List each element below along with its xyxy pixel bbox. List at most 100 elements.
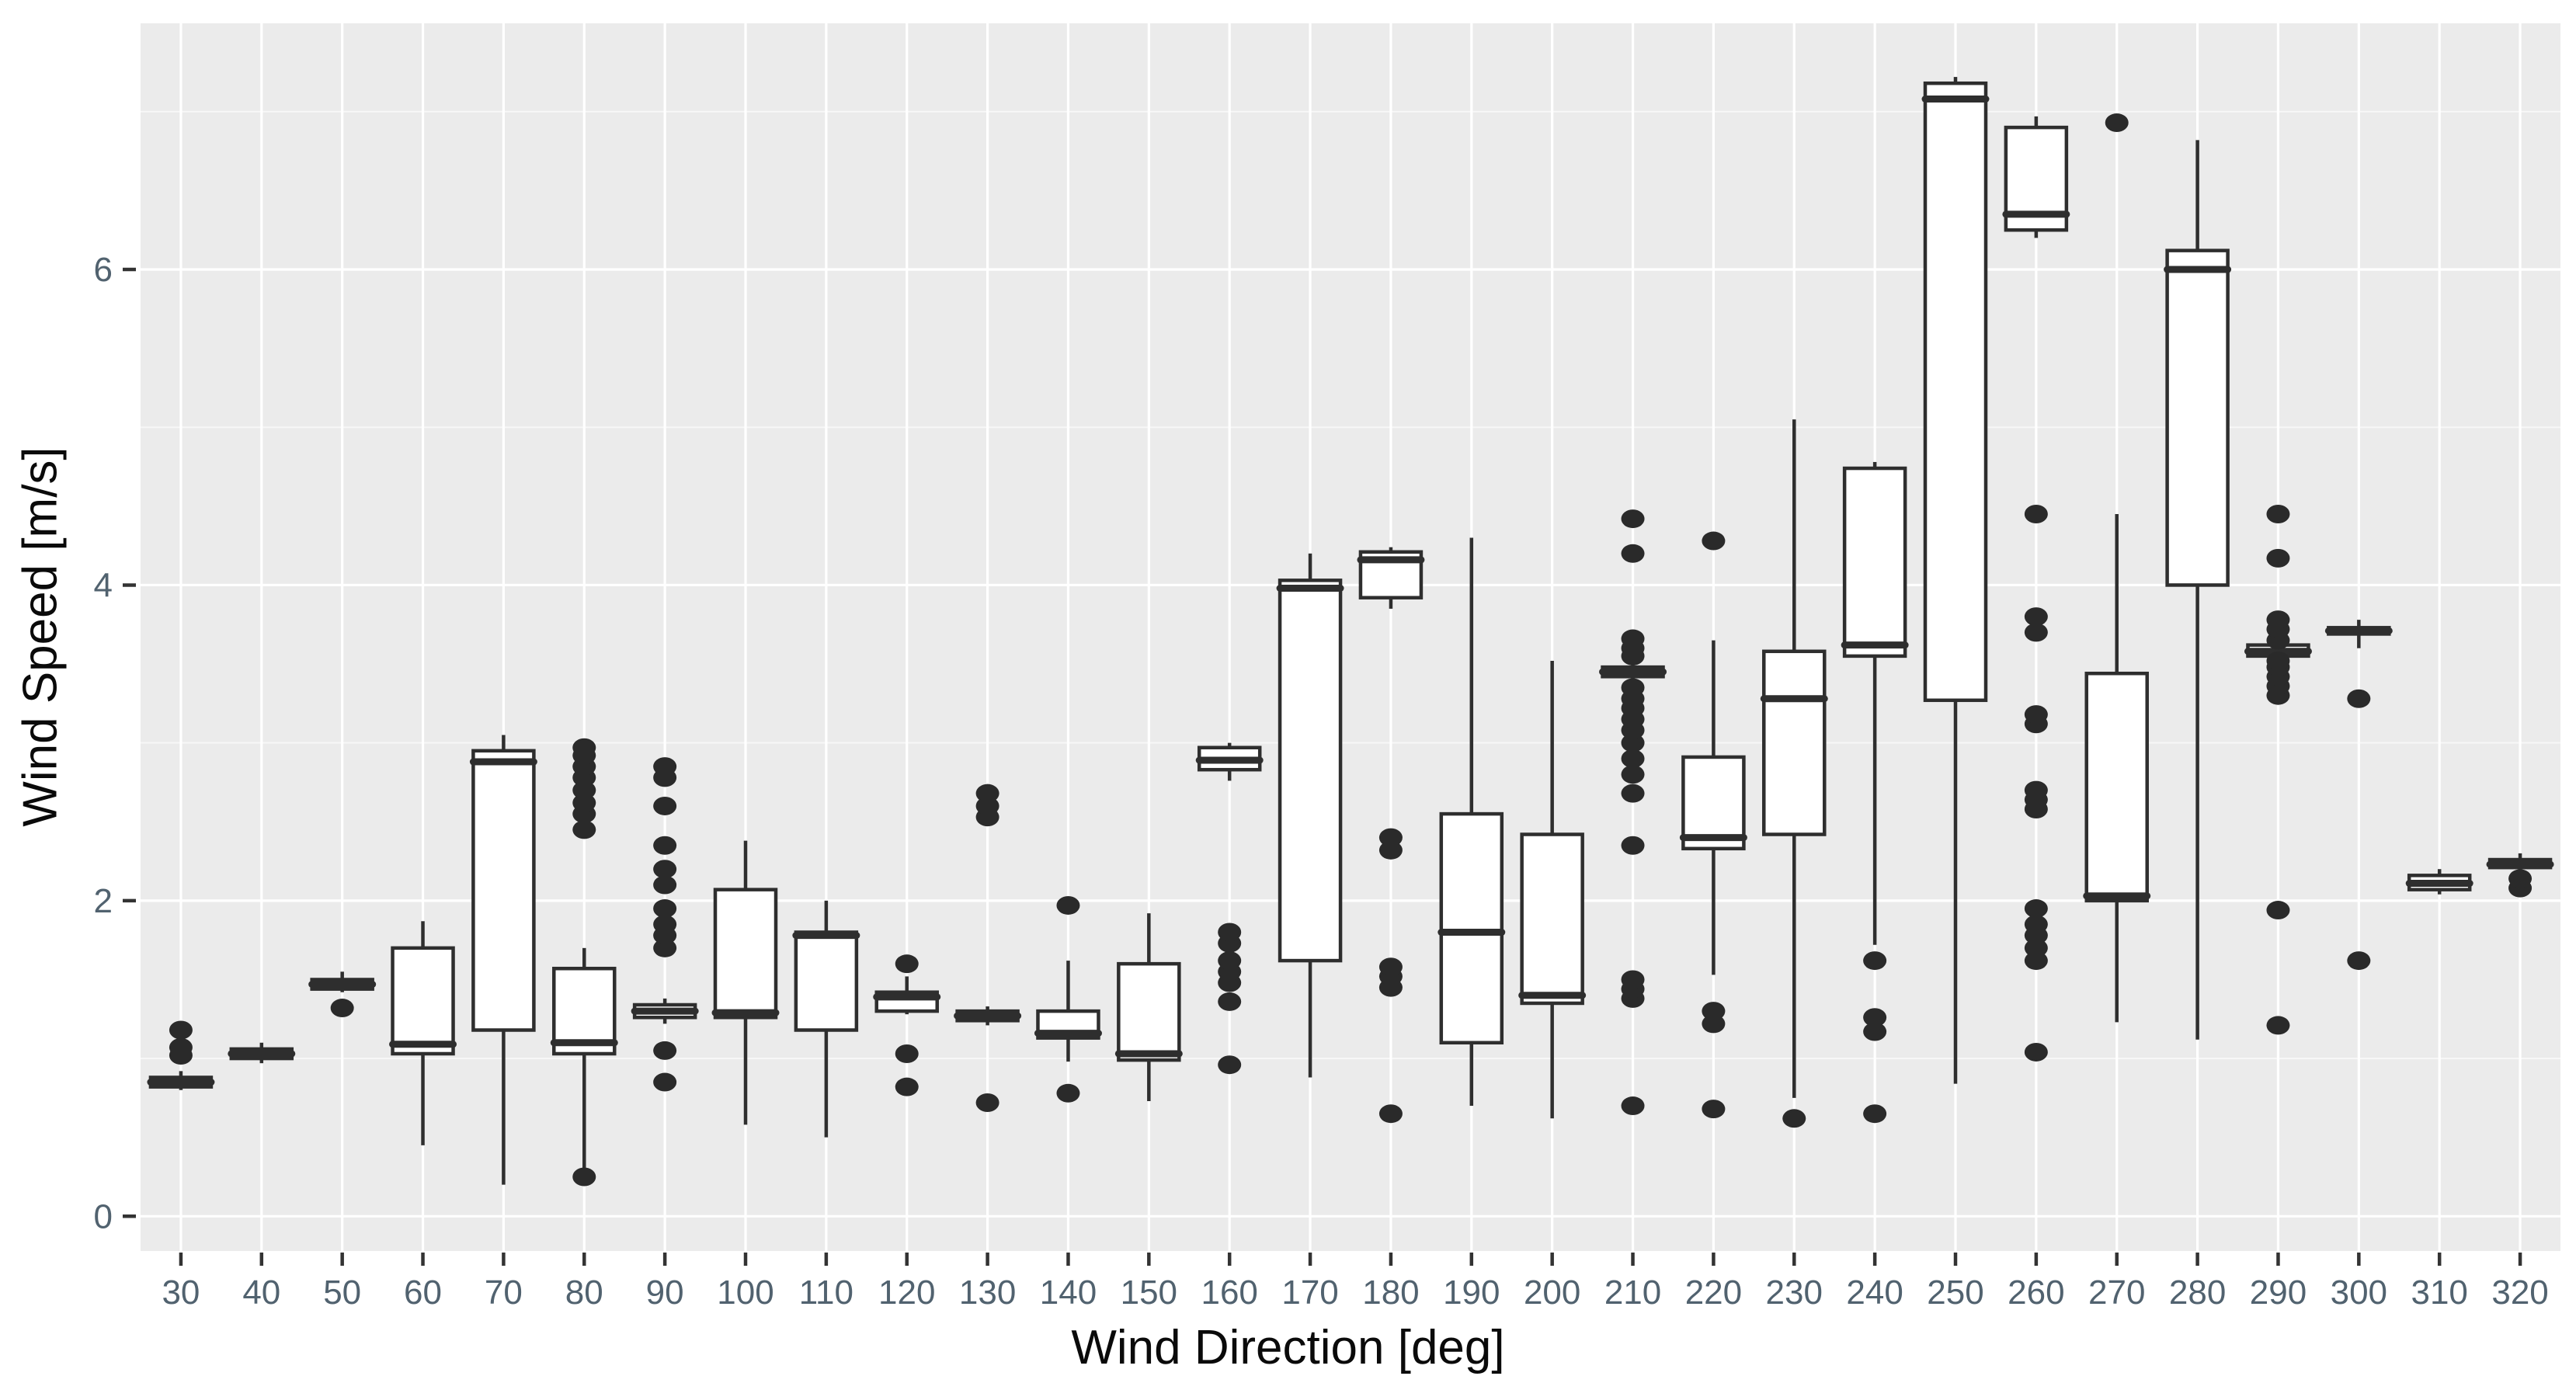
outlier-point [1621,629,1645,648]
outlier-point [975,1093,999,1112]
outlier-point [2266,548,2290,568]
outlier-point [572,738,596,757]
outlier-point [1863,1008,1887,1027]
outlier-point [1782,1109,1806,1128]
box-280 [2164,140,2232,1040]
box-40 [228,1042,296,1064]
x-tick-label: 160 [1201,1274,1257,1312]
outlier-point [1218,1055,1242,1075]
box-100 [711,840,780,1125]
outlier-point [653,836,677,855]
outlier-point [1378,828,1403,847]
outlier-point [1621,678,1645,697]
box-310 [2405,869,2473,895]
box-130 [954,784,1022,1112]
x-tick-label: 150 [1121,1274,1177,1312]
x-tick-label: 140 [1040,1274,1097,1312]
box-60 [389,921,457,1145]
x-tick-label: 200 [1524,1274,1580,1312]
box-190 [1437,537,1506,1107]
outlier-point [1621,509,1645,529]
panel-background [141,23,2560,1251]
outlier-point [2266,651,2290,670]
box-290 [2244,504,2312,1035]
x-tick-label: 230 [1766,1274,1823,1312]
box-220 [1679,531,1747,1119]
outlier-point [653,875,677,895]
outlier-point [1218,923,1242,942]
outlier-point [1378,1104,1403,1124]
outlier-point [2266,504,2290,523]
x-tick-label: 30 [162,1274,200,1312]
box-50 [308,971,377,1018]
x-tick-label: 220 [1685,1274,1742,1312]
box-70 [469,735,537,1185]
outlier-point [1621,1096,1645,1116]
outlier-point [653,860,677,879]
outlier-point [653,899,677,919]
box-30 [147,1020,215,1090]
x-tick-label: 240 [1846,1274,1903,1312]
box-90 [631,757,699,1092]
x-tick-label: 320 [2491,1274,2548,1312]
outlier-point [2508,869,2533,888]
x-tick-label: 130 [959,1274,1016,1312]
x-tick-label: 300 [2331,1274,2387,1312]
outlier-point [2266,901,2290,920]
box-200 [1518,660,1587,1119]
outlier-point [1621,544,1645,563]
outlier-point [1863,951,1887,971]
outlier-point [975,784,999,803]
x-tick-label: 280 [2169,1274,2226,1312]
x-tick-label: 80 [565,1274,603,1312]
x-tick-label: 100 [717,1274,773,1312]
x-tick-label: 290 [2250,1274,2307,1312]
box-170 [1276,553,1344,1078]
outlier-point [1621,749,1645,768]
x-tick-label: 170 [1281,1274,1338,1312]
x-tick-label: 70 [485,1274,523,1312]
x-tick-label: 120 [878,1274,935,1312]
y-tick-label: 4 [94,566,113,604]
outlier-point [1621,765,1645,784]
outlier-point [1621,970,1645,989]
box-320 [2486,853,2554,898]
box-180 [1357,547,1425,1124]
x-tick-label: 190 [1443,1274,1500,1312]
y-tick-label: 2 [94,882,113,920]
box-270 [2083,113,2151,1023]
outlier-point [2024,607,2048,627]
outlier-point [2024,623,2048,642]
box-210 [1599,509,1667,1116]
outlier-point [653,796,677,815]
outlier-point [2347,689,2371,708]
outlier-point [895,954,919,974]
outlier-point [1056,895,1080,915]
outlier-point [1218,951,1242,971]
box-230 [1760,419,1828,1128]
outlier-point [653,915,677,934]
outlier-point [1863,1022,1887,1041]
outlier-point [653,757,677,777]
x-tick-label: 50 [323,1274,361,1312]
box-300 [2324,620,2393,971]
y-axis-title: Wind Speed [m/s] [13,447,68,827]
x-tick-label: 210 [1604,1274,1661,1312]
outlier-point [2024,780,2048,800]
box-140 [1034,895,1102,1103]
box-250 [1921,77,1990,1084]
outlier-point [2024,1042,2048,1062]
box-150 [1114,913,1183,1101]
x-tick-label: 260 [2008,1274,2064,1312]
x-tick-label: 310 [2411,1274,2467,1312]
outlier-point [2024,899,2048,919]
outlier-point [1621,784,1645,803]
outlier-point [1378,957,1403,977]
outlier-point [1702,531,1726,551]
x-tick-label: 40 [242,1274,280,1312]
outlier-point [2024,705,2048,725]
outlier-point [169,1037,193,1057]
box-160 [1195,742,1264,1075]
y-tick-label: 0 [94,1197,113,1235]
outlier-point [1702,1002,1726,1021]
